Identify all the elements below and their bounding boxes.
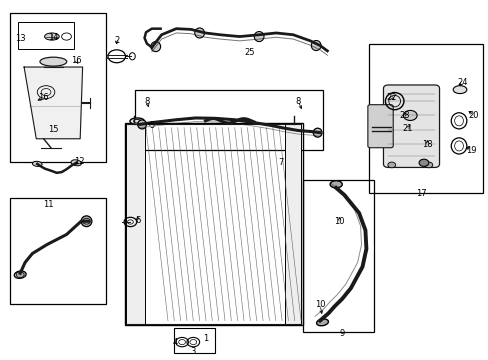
Bar [125, 123, 303, 325]
Text: 17: 17 [415, 189, 426, 198]
Ellipse shape [329, 181, 342, 188]
Bar [126, 124, 145, 324]
Text: 12: 12 [74, 157, 85, 166]
Text: 15: 15 [47, 125, 58, 134]
FancyBboxPatch shape [383, 85, 439, 167]
Text: 6: 6 [135, 216, 140, 225]
Text: 16: 16 [38, 93, 49, 102]
Text: 16: 16 [71, 57, 81, 66]
Circle shape [424, 162, 432, 168]
Text: 20: 20 [468, 111, 478, 120]
Text: 2: 2 [114, 36, 119, 45]
Text: 19: 19 [465, 146, 475, 155]
Text: 10: 10 [314, 300, 325, 309]
Text: 14: 14 [48, 33, 59, 42]
Text: 9: 9 [339, 329, 344, 338]
Ellipse shape [32, 161, 42, 166]
Text: 18: 18 [421, 140, 432, 149]
Bar [173, 328, 215, 353]
Text: 10: 10 [334, 217, 344, 226]
Circle shape [403, 111, 416, 121]
Ellipse shape [71, 160, 81, 166]
Bar [10, 13, 105, 162]
Text: 4: 4 [172, 338, 177, 347]
Bar [10, 198, 105, 304]
Ellipse shape [44, 33, 59, 40]
Bar [368, 44, 483, 193]
Circle shape [418, 159, 428, 166]
Text: 22: 22 [386, 93, 396, 102]
FancyBboxPatch shape [367, 105, 392, 148]
Text: 21: 21 [402, 123, 412, 132]
Ellipse shape [14, 271, 26, 278]
Text: 7: 7 [278, 158, 283, 167]
Bar [303, 180, 373, 332]
Ellipse shape [311, 41, 321, 50]
Ellipse shape [452, 86, 466, 94]
Polygon shape [24, 67, 82, 139]
Text: 1: 1 [203, 334, 208, 343]
Ellipse shape [40, 57, 67, 66]
Ellipse shape [138, 120, 146, 129]
Ellipse shape [151, 41, 160, 51]
Ellipse shape [81, 216, 92, 226]
Text: 8: 8 [295, 96, 300, 105]
Circle shape [387, 162, 395, 168]
Text: 11: 11 [42, 200, 53, 209]
Text: 5: 5 [149, 121, 154, 130]
Bar [135, 90, 322, 149]
Ellipse shape [316, 319, 328, 326]
Text: 25: 25 [244, 48, 254, 57]
Text: 13: 13 [15, 34, 25, 43]
Text: 8: 8 [144, 97, 149, 106]
Text: 23: 23 [398, 111, 409, 120]
Bar [285, 124, 301, 324]
Bar [18, 22, 74, 49]
Text: 3: 3 [190, 347, 196, 356]
Ellipse shape [254, 32, 264, 41]
Text: 24: 24 [457, 78, 467, 87]
Ellipse shape [194, 28, 204, 38]
Ellipse shape [313, 128, 322, 137]
Ellipse shape [130, 118, 144, 125]
